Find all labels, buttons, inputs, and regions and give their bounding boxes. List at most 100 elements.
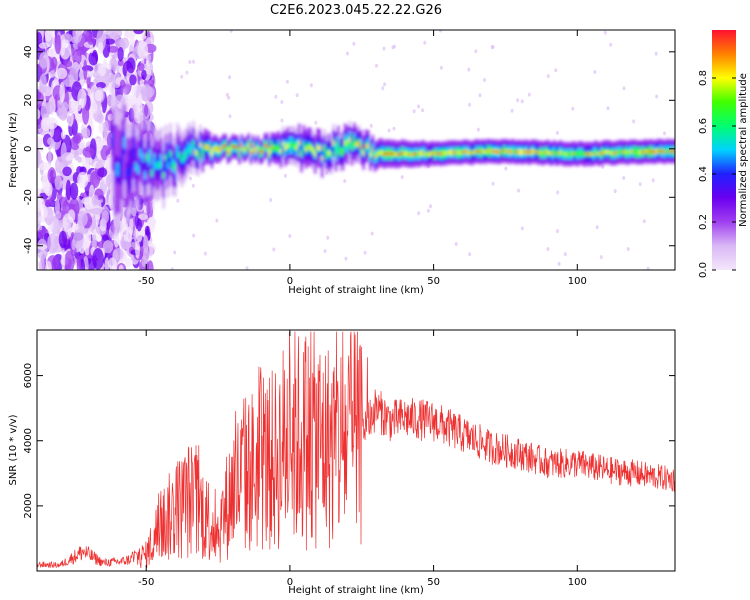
heatmap-cell [235, 146, 239, 149]
heatmap-cell [81, 127, 91, 139]
heatmap-cell [371, 148, 375, 152]
heatmap-cell [410, 153, 414, 156]
heatmap-cell [663, 131, 666, 136]
heatmap-cell [325, 153, 329, 158]
heatmap-cell [523, 150, 526, 154]
x-tick-label: 0 [287, 276, 293, 287]
heatmap-cell [449, 151, 453, 154]
x-tick-label: -50 [138, 276, 154, 287]
heatmap-cell [171, 162, 175, 169]
y-tick-label: -20 [23, 189, 34, 205]
heatmap-cell [454, 151, 457, 154]
heatmap-cell [47, 150, 52, 166]
heatmap-cell [343, 140, 347, 145]
heatmap-cell [544, 151, 547, 154]
heatmap-cell [651, 178, 655, 183]
heatmap-cell [417, 104, 420, 109]
heatmap-cell [247, 144, 250, 147]
heatmap-cell [339, 150, 342, 154]
heatmap-cell [229, 30, 233, 33]
heatmap-cell [668, 150, 671, 153]
heatmap-cell [510, 108, 514, 113]
heatmap-cell [227, 95, 231, 100]
x-tick-label: 50 [427, 577, 440, 588]
heatmap-cell [176, 148, 179, 155]
heatmap-cell [295, 93, 299, 98]
heatmap-cell [123, 30, 131, 41]
heatmap-cell [348, 138, 352, 142]
snr-ylabel: SNR (10 * v/v) [8, 414, 19, 485]
heatmap-cell [362, 151, 365, 155]
heatmap-cell [256, 146, 260, 149]
heatmap-cell [224, 144, 227, 147]
heatmap-cell [435, 152, 439, 155]
heatmap-cell [326, 235, 330, 240]
heatmap-cell [495, 150, 499, 153]
heatmap-cell [352, 41, 356, 46]
heatmap-cell [412, 153, 416, 156]
heatmap-cell [601, 164, 605, 169]
heatmap-cell [254, 150, 257, 153]
heatmap-cell [222, 144, 225, 148]
heatmap-cell [546, 247, 550, 252]
heatmap-cell [39, 162, 51, 171]
heatmap-cell [375, 63, 378, 68]
heatmap-cell [206, 145, 209, 150]
heatmap-cell [71, 238, 76, 251]
heatmap-cell [72, 49, 82, 66]
heatmap-cell [534, 150, 538, 153]
heatmap-cell [112, 248, 124, 261]
heatmap-cell [258, 151, 262, 154]
heatmap-cell [144, 104, 149, 117]
heatmap-cell [217, 150, 221, 153]
heatmap-cell [491, 150, 494, 153]
heatmap-cell [233, 145, 237, 149]
heatmap-cell [45, 30, 54, 48]
heatmap-cell [54, 34, 62, 55]
heatmap-cell [417, 211, 421, 216]
heatmap-cell [196, 152, 200, 157]
heatmap-cell [665, 149, 669, 152]
spectrogram-panel: -50 0 50 100 -40 -20 0 20 40 Height of straight … [8, 29, 676, 296]
heatmap-cell [96, 82, 106, 89]
heatmap-cell [622, 176, 626, 180]
heatmap-cell [516, 98, 520, 103]
heatmap-cell [242, 148, 246, 152]
heatmap-cell [37, 108, 41, 120]
heatmap-cell [38, 42, 50, 49]
heatmap-cell [131, 85, 137, 101]
heatmap-cell [92, 248, 104, 270]
heatmap-cell [249, 151, 253, 154]
heatmap-cell [363, 250, 367, 255]
heatmap-cell [548, 152, 552, 155]
heatmap-cell [37, 229, 45, 237]
heatmap-cell [592, 152, 595, 156]
y-tick-label: 0 [23, 146, 34, 152]
heatmap-cell [320, 156, 324, 161]
heatmap-cell [94, 137, 104, 152]
heatmap-cell [656, 149, 660, 153]
heatmap-cell [268, 150, 271, 154]
heatmap-cell [353, 139, 356, 143]
heatmap-cell [39, 51, 49, 69]
heatmap-cell [275, 147, 278, 151]
snr-series-line [37, 331, 675, 569]
heatmap-cell [332, 141, 335, 146]
heatmap-cell [608, 151, 611, 154]
heatmap-cell [119, 79, 126, 90]
heatmap-cell [192, 233, 196, 238]
heatmap-cell [92, 160, 104, 169]
heatmap-cell [281, 142, 285, 146]
heatmap-cell [146, 153, 149, 162]
heatmap-cell [37, 91, 44, 106]
heatmap-cell [64, 250, 75, 270]
heatmap-cell [596, 152, 600, 155]
heatmap-cell [483, 78, 486, 82]
heatmap-cell [638, 151, 641, 154]
heatmap-cell [617, 151, 621, 154]
heatmap-cell [465, 150, 469, 154]
heatmap-cell [520, 99, 524, 104]
heatmap-cell [61, 249, 66, 270]
heatmap-cell [291, 143, 294, 148]
heatmap-cell [498, 150, 501, 154]
